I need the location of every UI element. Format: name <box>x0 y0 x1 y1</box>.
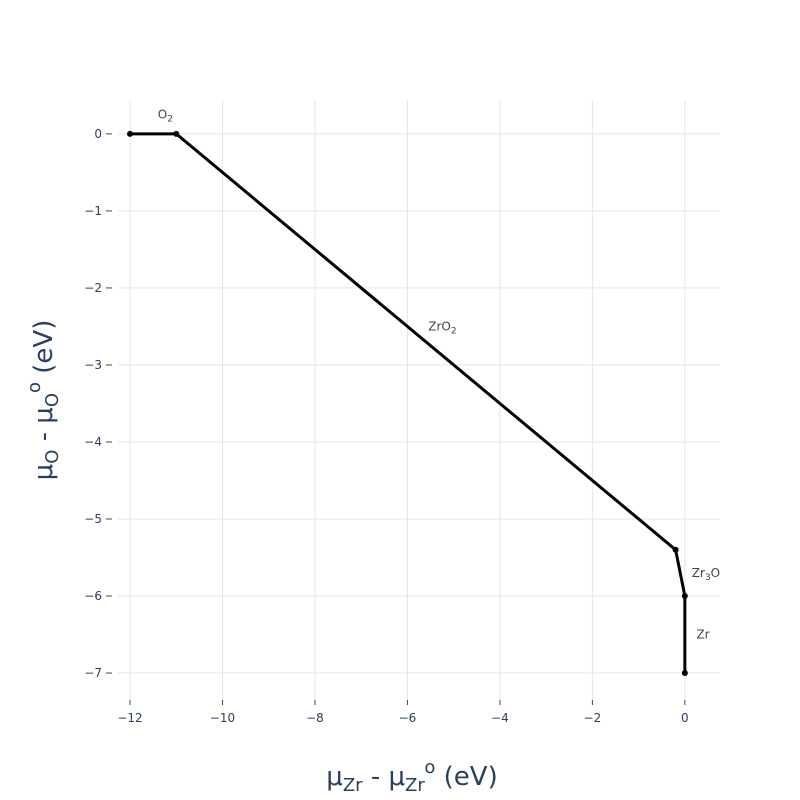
x-tick-label: 0 <box>681 711 689 725</box>
annotation-part: ZrO <box>428 319 451 333</box>
y-title-part: (eV) <box>29 320 59 382</box>
x-title-part: μ <box>326 762 343 792</box>
annotation-part: O <box>158 108 167 122</box>
y-axis-title: μO - μOo (eV) <box>24 320 63 481</box>
annotation-part: 2 <box>167 115 173 125</box>
annotation-part: Zr <box>696 628 709 642</box>
y-tick-label: −1 <box>84 204 102 218</box>
annotation: Zr <box>696 628 709 642</box>
vertex <box>127 130 134 137</box>
y-tick-label: −7 <box>84 666 102 680</box>
y-title-part: o <box>24 382 45 393</box>
annotation: O2 <box>158 108 173 125</box>
annotation-part: O <box>711 566 720 580</box>
x-title-part: Zr <box>405 775 425 796</box>
y-title-part: μ <box>29 464 59 481</box>
x-tick-label: −12 <box>117 711 142 725</box>
y-tick-label: −5 <box>84 512 102 526</box>
x-axis-title: μZr - μZro (eV) <box>326 757 497 796</box>
x-tick-label: −8 <box>306 711 324 725</box>
vertex <box>672 546 679 553</box>
y-tick-label: −6 <box>84 589 102 603</box>
x-tick-label: −10 <box>210 711 235 725</box>
grid <box>106 100 720 705</box>
annotation: Zr3O <box>692 566 720 583</box>
x-title-part: o <box>424 757 435 778</box>
vertex <box>173 130 180 137</box>
y-tick-label: 0 <box>94 127 102 141</box>
x-title-part: (eV) <box>435 762 497 792</box>
x-title-part: - μ <box>363 762 405 792</box>
annotation-part: 2 <box>451 326 457 336</box>
y-tick-label: −3 <box>84 358 102 372</box>
y-tick-label: −4 <box>84 435 102 449</box>
vertex <box>681 593 688 600</box>
vertex <box>681 670 688 677</box>
y-title-part: O <box>42 450 63 464</box>
x-tick-label: −4 <box>491 711 509 725</box>
y-tick-label: −2 <box>84 281 102 295</box>
x-tick-label: −6 <box>399 711 417 725</box>
annotation: ZrO2 <box>428 319 456 336</box>
annotation-part: Zr <box>692 566 705 580</box>
x-tick-label: −2 <box>584 711 602 725</box>
y-title-part: - μ <box>29 407 59 449</box>
x-title-part: Zr <box>343 775 363 796</box>
y-title-part: O <box>42 393 63 407</box>
annotation-part: 3 <box>705 573 711 583</box>
